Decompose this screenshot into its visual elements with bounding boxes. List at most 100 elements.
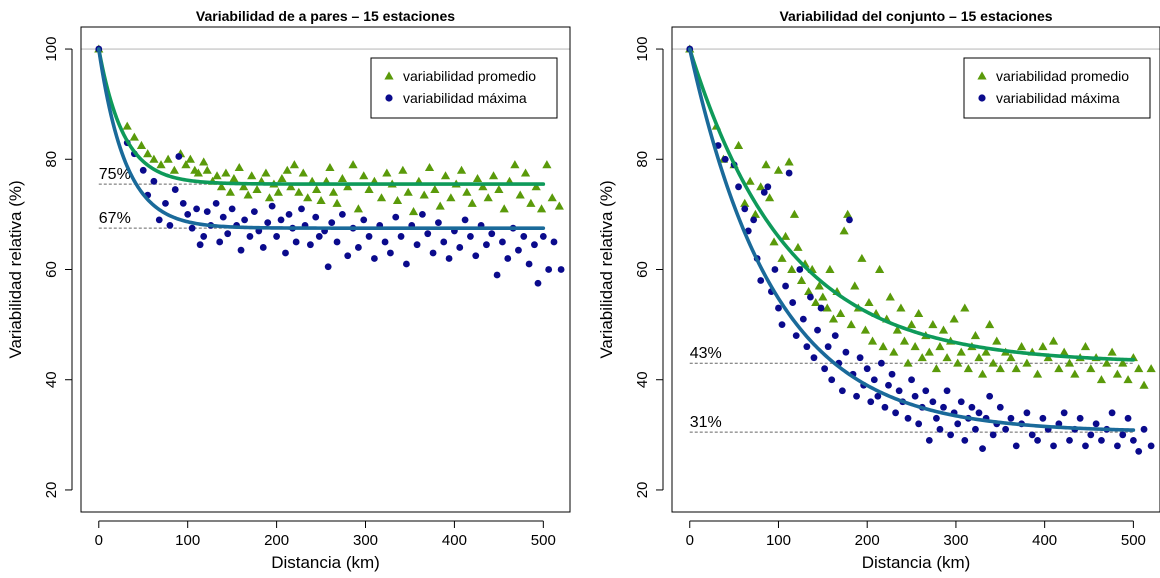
- data-point: [250, 208, 258, 216]
- data-point: [838, 387, 846, 395]
- data-point: [353, 204, 363, 213]
- data-point: [996, 403, 1004, 411]
- x-axis-title: Distancia (km): [271, 553, 380, 572]
- data-point: [878, 342, 888, 351]
- data-point: [933, 414, 940, 422]
- data-point: [364, 184, 374, 194]
- data-point: [557, 266, 565, 273]
- data-point: [974, 353, 984, 362]
- data-point: [554, 201, 564, 210]
- data-point: [493, 271, 501, 279]
- data-point: [316, 196, 326, 205]
- data-point: [419, 190, 429, 199]
- data-point: [472, 173, 483, 183]
- data-point: [856, 354, 864, 362]
- data-point: [943, 387, 951, 395]
- data-point: [860, 325, 871, 334]
- y-tick-label: 80: [634, 151, 651, 168]
- data-point: [273, 233, 280, 240]
- data-point: [915, 420, 923, 428]
- data-point: [259, 244, 267, 251]
- legend-marker-circle-icon: [385, 94, 393, 102]
- data-point: [842, 348, 850, 356]
- data-point: [1023, 409, 1031, 417]
- data-point: [1102, 358, 1112, 367]
- data-point: [929, 398, 937, 406]
- data-point: [1119, 431, 1127, 439]
- data-point: [143, 149, 153, 158]
- data-point: [769, 237, 779, 246]
- data-point: [922, 387, 930, 395]
- data-point: [928, 320, 938, 329]
- data-point: [179, 199, 187, 207]
- data-point: [839, 226, 849, 235]
- data-point: [181, 160, 191, 169]
- data-point: [333, 238, 341, 246]
- x-axis: 0 100 200 300 400 500: [95, 520, 556, 549]
- data-point: [740, 198, 750, 207]
- chart-panel-1: Variabilidad de a pares – 15 estaciones 7…: [6, 8, 571, 572]
- data-point: [328, 219, 336, 227]
- annotation-label: 43%: [690, 345, 722, 362]
- data-point: [282, 165, 292, 174]
- x-tick-label: 200: [264, 532, 289, 549]
- data-point: [504, 255, 512, 262]
- data-point: [277, 216, 285, 224]
- x-tick-label: 100: [766, 532, 791, 549]
- data-point: [440, 171, 451, 180]
- data-point: [483, 193, 493, 202]
- data-point: [895, 387, 903, 395]
- data-point: [899, 336, 910, 345]
- data-point: [956, 347, 966, 356]
- data-point: [745, 176, 755, 185]
- data-point: [961, 436, 969, 444]
- x-tick-label: 500: [1121, 532, 1146, 549]
- data-point: [193, 168, 203, 177]
- data-point: [435, 201, 445, 210]
- data-point: [777, 253, 787, 262]
- data-point: [785, 169, 793, 177]
- data-point: [885, 292, 895, 301]
- data-point: [789, 209, 800, 218]
- data-point: [462, 187, 472, 196]
- data-point: [1108, 409, 1116, 417]
- data-point: [908, 376, 915, 384]
- data-point: [526, 198, 536, 207]
- data-point: [877, 359, 885, 367]
- data-point: [224, 230, 232, 238]
- data-point: [1080, 342, 1091, 351]
- data-point: [332, 198, 342, 207]
- data-point: [292, 238, 300, 246]
- data-point: [778, 321, 786, 329]
- data-point: [163, 154, 173, 163]
- data-point: [817, 304, 825, 312]
- data-point: [1022, 358, 1032, 367]
- data-point: [910, 342, 920, 351]
- data-point: [867, 398, 875, 406]
- data-point: [531, 241, 538, 249]
- data-point: [1002, 425, 1010, 433]
- data-point: [846, 320, 856, 329]
- data-point: [243, 190, 253, 199]
- data-point: [721, 155, 729, 163]
- data-point: [986, 392, 994, 400]
- series-maxima: [686, 45, 1155, 455]
- plot-area: [80, 26, 571, 513]
- data-point: [200, 233, 208, 240]
- data-point: [392, 196, 403, 205]
- data-point: [472, 252, 480, 260]
- data-point: [972, 425, 979, 433]
- y-axis-title: Variabilidad relativa (%): [6, 180, 25, 358]
- data-point: [968, 403, 976, 411]
- data-point: [445, 255, 453, 262]
- data-point: [360, 216, 368, 224]
- data-point: [906, 320, 917, 329]
- x-tick-label: 500: [531, 532, 556, 549]
- data-point: [403, 187, 413, 196]
- data-point: [789, 299, 797, 306]
- data-point: [784, 157, 794, 166]
- data-point: [807, 293, 814, 301]
- data-point: [863, 365, 871, 373]
- data-point: [252, 184, 262, 194]
- plot-area: [671, 26, 1160, 513]
